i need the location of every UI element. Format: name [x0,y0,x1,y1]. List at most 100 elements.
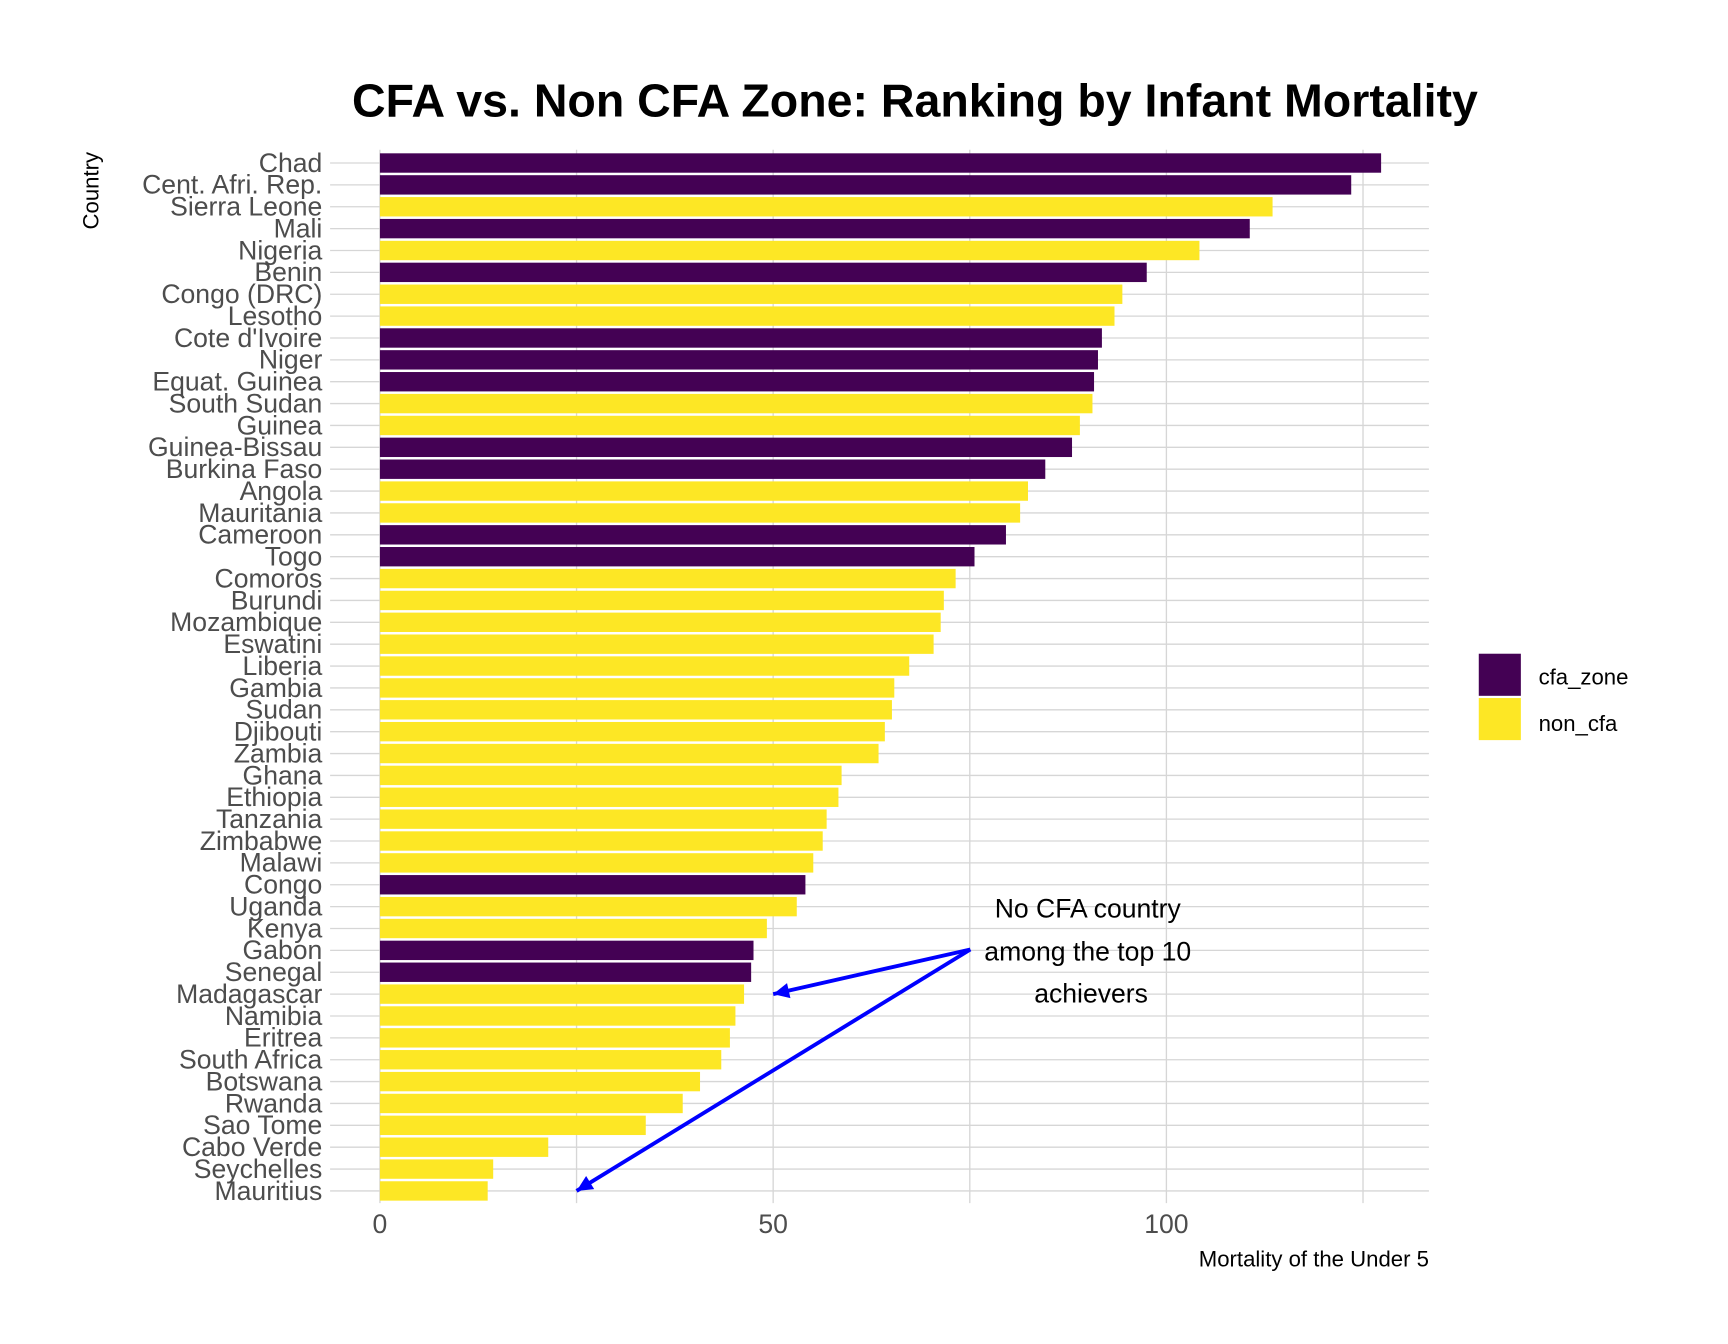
y-tick-label: Mali [274,213,323,243]
bar-angola [379,481,1028,501]
y-tick-label: Congo [244,870,322,900]
bars [379,153,1382,1201]
y-tick-label: Cent. Afri. Rep. [142,170,322,200]
bar-uganda [379,896,797,917]
y-axis-title: Country [79,151,104,229]
bar-mauritania [379,503,1021,523]
bar-seychelles [379,1159,494,1179]
legend-label-non-cfa: non_cfa [1539,711,1618,736]
y-tick-label: Mauritania [198,498,322,528]
bar-rwanda [379,1093,683,1114]
bar-congo-drc- [379,284,1123,304]
y-tick-label: South Sudan [169,388,323,418]
bar-ethiopia [379,787,839,807]
bar-madagascar [379,984,745,1004]
y-tick-label: Djibouti [234,717,323,747]
bar-congo [379,875,806,895]
y-tick-label: Cote d'Ivoire [174,323,322,353]
bar-south-africa [379,1050,722,1070]
chart-title: CFA vs. Non CFA Zone: Ranking by Infant … [352,74,1478,126]
legend-key-cfa-zone [1478,653,1521,696]
bar-benin [379,262,1147,283]
x-tick-labels: 0 50 100 [373,1209,1189,1239]
y-tick-label: Congo (DRC) [161,279,322,309]
y-tick-label: Zambia [234,738,323,768]
bar-ghana [379,765,842,786]
y-tick-label: Ghana [243,760,323,790]
bar-zimbabwe [379,831,823,851]
bar-namibia [379,1006,736,1026]
bar-liberia [379,656,910,676]
y-tick-label: Namibia [225,1001,323,1031]
bar-burundi [379,590,944,611]
arrowhead-icon [576,1176,595,1191]
y-tick-label: Eritrea [244,1023,322,1053]
y-tick-label: Rwanda [225,1088,323,1118]
bar-nigeria [379,240,1200,261]
y-tick-label: Lesotho [228,301,323,331]
bar-eswatini [379,634,934,654]
bar-cameroon [379,525,1006,545]
y-tick-label: Niger [259,345,323,375]
bar-togo [379,547,975,567]
y-tick-label: Cameroon [198,520,322,550]
bar-burkina-faso [379,459,1046,479]
bar-cote-d-ivoire [379,328,1102,348]
y-tick-label: Comoros [215,563,323,593]
bar-niger [379,350,1098,370]
annotation: No CFA country among the top 10 achiever… [575,893,1191,1193]
bar-sudan [379,700,892,720]
legend-label-cfa-zone: cfa_zone [1539,665,1629,690]
y-tick-label: Togo [265,542,323,572]
y-tick-label: Botswana [206,1066,323,1096]
y-tick-label: Mozambique [170,607,322,637]
y-tick-label: Uganda [229,891,322,921]
bar-lesotho [379,306,1115,326]
bar-tanzania [379,809,827,829]
x-axis-title: Mortality of the Under 5 [1199,1246,1429,1271]
y-tick-label: Equat. Guinea [152,367,322,397]
y-tick-label: Burkina Faso [166,454,323,484]
y-tick-label: Eswatini [223,629,322,659]
y-tick-label: Senegal [225,957,323,987]
bar-kenya [379,918,767,939]
y-tick-label: Seychelles [194,1154,323,1184]
y-tick-label: Ethiopia [226,782,322,812]
x-tick-label: 0 [373,1209,388,1239]
legend: cfa_zone non_cfa [1478,653,1629,741]
y-tick-label: Chad [259,148,323,178]
bar-malawi [379,853,814,873]
bar-south-sudan [379,393,1093,414]
bar-mali [379,218,1250,239]
y-tick-label: Madagascar [176,979,322,1009]
x-tick-label: 100 [1144,1209,1188,1239]
y-tick-label: Liberia [243,651,323,681]
bar-guinea-bissau [379,437,1073,458]
y-tick-label: Benin [254,257,322,287]
bar-zambia [379,743,879,764]
annotation-line-1: No CFA country [995,893,1182,923]
y-tick-label: Cabo Verde [182,1132,322,1162]
bar-cent-afri-rep- [379,175,1352,195]
y-tick-label: Angola [240,476,323,506]
y-tick-label: Tanzania [216,804,323,834]
y-tick-label: Kenya [247,913,323,943]
bar-comoros [379,568,956,589]
bar-sierra-leone [379,197,1273,217]
bar-djibouti [379,721,885,742]
bar-senegal [379,962,752,982]
x-tick-label: 50 [758,1209,788,1239]
bar-botswana [379,1071,701,1092]
annotation-arrow [772,947,971,997]
y-tick-label: Nigeria [238,235,322,265]
y-tick-label: Malawi [240,848,323,878]
y-tick-label: Sao Tome [203,1110,322,1140]
bar-equat-guinea [379,372,1095,392]
y-tick-label: Burundi [231,585,323,615]
bar-sao-tome [379,1115,646,1136]
annotation-line-2: among the top 10 [984,937,1191,967]
y-tick-label: Guinea-Bissau [148,432,322,462]
y-tick-label: Gambia [229,673,322,703]
y-tick-label: Gabon [243,935,323,965]
